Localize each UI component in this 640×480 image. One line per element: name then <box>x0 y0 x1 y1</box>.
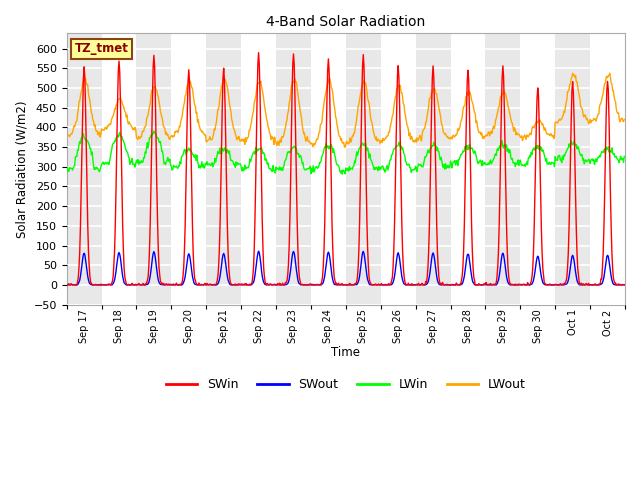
LWout <box>259 87 266 93</box>
Line: SWin: SWin <box>67 53 624 285</box>
LWin <box>339 171 346 177</box>
Line: LWin: LWin <box>67 131 624 174</box>
LWin <box>280 163 288 168</box>
X-axis label: Time: Time <box>332 346 360 359</box>
SWout <box>255 248 262 254</box>
Y-axis label: Solar Radiation (W/m2): Solar Radiation (W/m2) <box>15 100 28 238</box>
Bar <box>276 33 311 305</box>
SWin <box>620 282 628 288</box>
Bar <box>102 33 136 305</box>
Bar <box>381 33 415 305</box>
LWin <box>620 154 628 159</box>
Line: SWout: SWout <box>67 251 624 285</box>
Bar <box>136 33 172 305</box>
Text: TZ_tmet: TZ_tmet <box>75 42 129 56</box>
LWin <box>63 166 70 171</box>
LWout <box>280 134 287 140</box>
LWout <box>231 127 239 133</box>
SWin <box>63 282 70 288</box>
Title: 4-Band Solar Radiation: 4-Band Solar Radiation <box>266 15 426 29</box>
Bar <box>556 33 590 305</box>
LWin <box>150 128 157 134</box>
Bar <box>67 33 102 305</box>
LWin <box>436 154 444 160</box>
SWin <box>260 265 268 271</box>
SWin <box>63 282 71 288</box>
SWin <box>255 50 262 56</box>
Bar <box>206 33 241 305</box>
SWin <box>232 281 239 287</box>
Bar <box>451 33 485 305</box>
Bar <box>590 33 625 305</box>
SWin <box>404 280 412 286</box>
Legend: SWin, SWout, LWin, LWout: SWin, SWout, LWin, LWout <box>161 373 531 396</box>
LWout <box>404 123 412 129</box>
LWout <box>341 144 349 150</box>
SWout <box>232 282 239 288</box>
Line: LWout: LWout <box>67 73 624 147</box>
SWin <box>436 279 444 285</box>
Bar <box>172 33 206 305</box>
Bar <box>485 33 520 305</box>
Bar <box>520 33 556 305</box>
Bar <box>311 33 346 305</box>
LWout <box>606 70 614 76</box>
LWout <box>63 132 70 138</box>
SWout <box>63 282 70 288</box>
Bar <box>241 33 276 305</box>
LWin <box>259 151 267 156</box>
LWout <box>620 116 628 122</box>
SWout <box>620 282 628 288</box>
SWout <box>63 282 71 288</box>
SWout <box>260 279 268 285</box>
Bar <box>346 33 381 305</box>
SWin <box>129 282 137 288</box>
SWout <box>404 282 412 288</box>
LWout <box>435 105 443 111</box>
SWin <box>281 281 289 287</box>
LWin <box>232 165 239 170</box>
SWout <box>281 282 289 288</box>
LWin <box>128 156 136 161</box>
LWout <box>128 125 136 131</box>
LWin <box>404 161 412 167</box>
SWout <box>129 282 137 288</box>
SWout <box>436 282 444 288</box>
Bar <box>415 33 451 305</box>
